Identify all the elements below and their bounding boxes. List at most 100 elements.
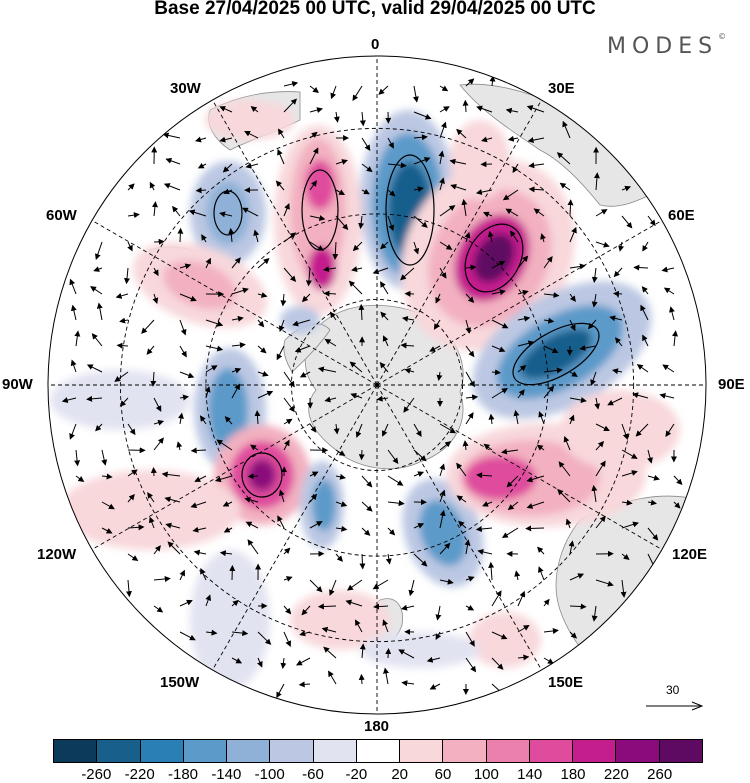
wind-vector [543, 292, 560, 299]
wind-vector [317, 603, 337, 610]
wind-vector [672, 330, 679, 347]
wind-vector [387, 500, 405, 507]
colorbar-bin [573, 740, 617, 762]
wind-vector [332, 241, 339, 260]
wind-vector [401, 604, 415, 611]
wind-vector [476, 472, 493, 479]
wind-vector [543, 367, 563, 374]
wind-vector [465, 264, 477, 271]
wind-vector [224, 416, 233, 425]
wind-vector [257, 390, 274, 399]
wind-vector [543, 345, 559, 353]
wind-vector [150, 371, 157, 387]
wind-vector [663, 287, 675, 295]
wind-vector [245, 521, 259, 529]
wind-vector [595, 440, 605, 451]
wind-vector [525, 525, 545, 532]
wind-vector [517, 389, 525, 399]
wind-vector [199, 415, 207, 425]
wind-vector [661, 266, 675, 273]
wind-vector [309, 241, 324, 251]
wind-vector [488, 561, 495, 581]
wind-vector [323, 646, 337, 659]
lon-label-180: 180 [364, 718, 390, 735]
wind-vector [429, 345, 441, 352]
wind-vector [632, 392, 649, 399]
reference-vector-arrow [646, 701, 704, 711]
wind-vector [482, 501, 493, 507]
wind-vector [403, 397, 415, 413]
wind-vector [465, 604, 475, 611]
wind-vector [401, 680, 415, 687]
wind-vector [591, 267, 598, 283]
wind-vector [461, 198, 468, 217]
lon-label-60w: 60W [46, 207, 77, 224]
wind-vector [543, 627, 559, 634]
south-pole-marker [375, 383, 379, 387]
wind-vector [358, 303, 365, 321]
latitude-circle [119, 127, 635, 643]
wind-vector [309, 85, 319, 94]
wind-vector [309, 579, 323, 593]
wind-vector [165, 522, 181, 529]
wind-vector [358, 215, 365, 230]
wind-vector [101, 501, 115, 510]
wind-vector [152, 293, 159, 304]
wind-vector [280, 293, 287, 307]
wind-vector [179, 631, 196, 641]
wind-vector [426, 656, 441, 663]
wind-vector [358, 449, 365, 461]
wind-vector [465, 293, 475, 303]
colorbar-bin [270, 740, 314, 762]
wind-vector [153, 605, 164, 613]
wind-vector [517, 624, 530, 633]
wind-vector [283, 547, 291, 555]
wind-vector [231, 599, 239, 607]
meridian-line [376, 220, 663, 386]
wind-vector [506, 475, 519, 488]
wind-vector [231, 367, 242, 374]
wind-vector [335, 159, 348, 165]
wind-vector [192, 526, 207, 533]
wind-vector [568, 414, 575, 425]
wind-vector [659, 392, 675, 399]
wind-vector [361, 475, 373, 488]
wind-vector [439, 205, 456, 217]
colorbar-bin [486, 740, 530, 762]
wind-vector [543, 255, 553, 269]
wind-vector [335, 553, 343, 562]
wind-vector [114, 371, 129, 382]
wind-vector [647, 527, 659, 541]
wind-vector [587, 319, 597, 330]
wind-vector [439, 509, 446, 529]
lon-label-120e: 120E [672, 546, 708, 563]
colorbar-bin [400, 740, 444, 762]
wind-vector [381, 423, 389, 437]
wind-vector [205, 345, 224, 352]
wind-vector [526, 501, 545, 509]
colorbar-bin [356, 740, 401, 762]
wind-vector [621, 185, 632, 192]
wind-vector [477, 549, 493, 555]
wind-vector [439, 578, 454, 585]
wind-vector [372, 267, 389, 275]
wind-vector [579, 344, 597, 351]
wind-vector [387, 162, 407, 169]
wind-vector [538, 566, 545, 581]
wind-vector [491, 319, 509, 329]
wind-vector [70, 304, 77, 321]
lon-label-150e: 150E [548, 674, 584, 691]
wind-vector [465, 412, 474, 425]
wind-vector [335, 473, 346, 480]
wind-vector [517, 654, 530, 661]
wind-vector [153, 419, 165, 426]
wind-vector [439, 241, 453, 250]
wind-vector [335, 525, 348, 532]
wind-vector [358, 673, 365, 685]
wind-vector [119, 397, 129, 407]
colorbar-tick-label: -100 [254, 766, 285, 783]
wind-vector [69, 423, 77, 440]
wind-vector [491, 590, 502, 607]
wind-vector [250, 105, 259, 113]
wind-vector [283, 397, 295, 413]
